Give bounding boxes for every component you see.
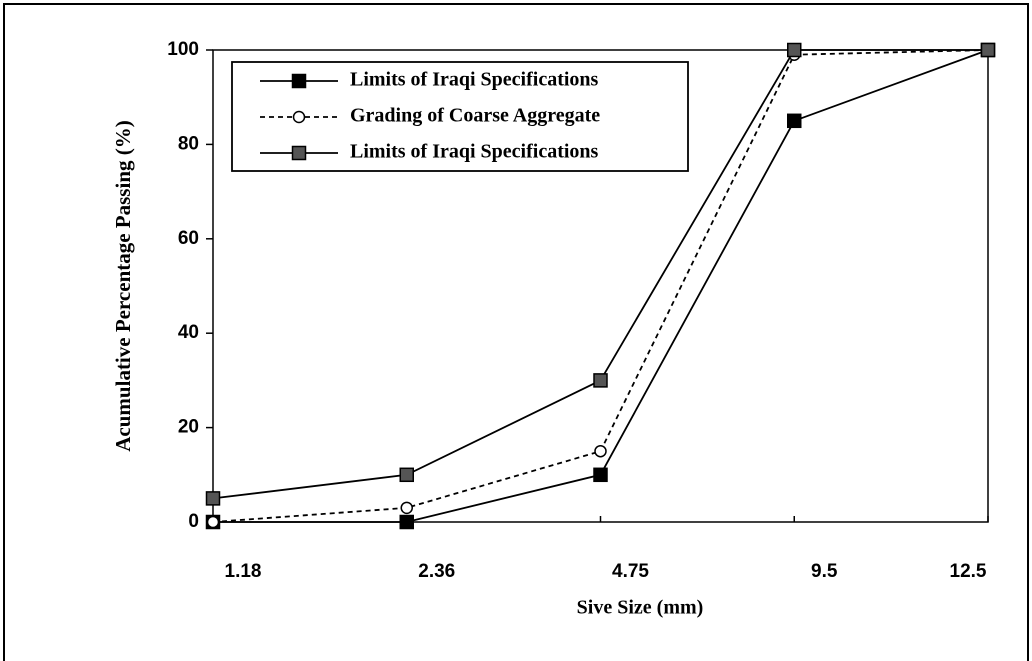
point <box>787 42 802 58</box>
point <box>980 42 996 58</box>
x-tick-label: 9.5 <box>811 561 838 582</box>
x-axis-title: Sive Size (mm) <box>577 597 704 619</box>
y-tick-label: 40 <box>178 322 199 343</box>
y-tick-label: 0 <box>188 511 199 532</box>
point <box>400 501 413 515</box>
y-tick-label: 60 <box>178 228 199 249</box>
point <box>787 113 802 129</box>
x-tick-label: 4.75 <box>612 561 649 582</box>
point <box>291 145 307 161</box>
legend-label: Limits of Iraqi Specifications <box>350 141 599 163</box>
point <box>593 467 608 483</box>
point <box>399 467 414 483</box>
point <box>593 373 608 388</box>
x-tick-label: 2.36 <box>418 561 455 582</box>
point <box>594 444 607 458</box>
y-axis-title: Acumulative Percentage Passing (%) <box>111 120 135 451</box>
frame <box>3 3 1029 661</box>
x-tick-label: 1.18 <box>225 561 262 582</box>
y-tick-label: 100 <box>167 39 199 60</box>
point <box>206 515 220 529</box>
x-tick-label: 12.5 <box>950 561 987 582</box>
point <box>399 514 414 530</box>
legend-label: Limits of Iraqi Specifications <box>350 69 599 91</box>
y-tick-label: 80 <box>178 133 199 154</box>
point <box>291 73 307 89</box>
y-tick-label: 20 <box>178 417 199 438</box>
point <box>292 110 306 124</box>
legend-label: Grading of Coarse Aggregate <box>350 105 600 127</box>
point <box>205 491 221 506</box>
